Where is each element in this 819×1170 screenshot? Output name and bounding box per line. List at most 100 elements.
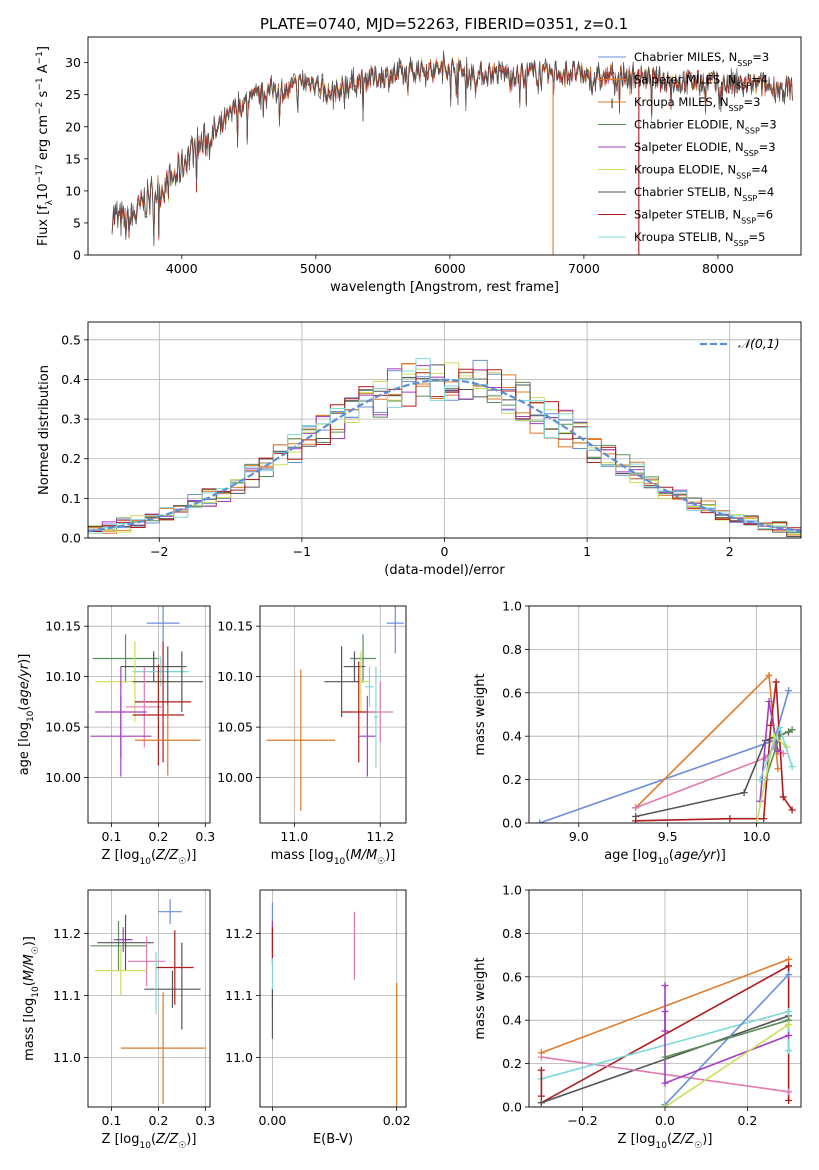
x-axis-label: Z [log10(Z/Z☉)] [618, 1132, 713, 1151]
legend-entry: 𝒩(0,1) [738, 336, 780, 351]
x-tick-label: 0.3 [195, 829, 215, 844]
x-axis-label: E(B-V) [313, 1132, 353, 1147]
y-tick-label: 0.1 [61, 491, 81, 506]
y-axis-label: Normed distribution [37, 365, 52, 495]
spectrum-plot: 4000 5000 6000 7000 8000 0 5 10 15 20 25 30 waveleng… [35, 36, 802, 295]
legend-entry: Kroupa ELODIE, NSSP=4 [634, 163, 768, 181]
plot-area [90, 606, 203, 777]
mass-weight-marker [753, 819, 761, 823]
x-tick-label: 5000 [300, 261, 332, 276]
mass-weight-line [664, 1023, 790, 1107]
y-axis-label: mass weight [473, 957, 488, 1039]
legend-entry: Salpeter MILES, NSSP=4 [634, 73, 768, 91]
x-tick-label: 0.2 [737, 1113, 757, 1128]
x-axis-label: wavelength [Angstrom, rest frame] [330, 280, 559, 295]
y-tick-label: 10.10 [217, 669, 253, 684]
mass-weight-line [664, 1019, 789, 1058]
y-tick-label: 0.0 [61, 531, 81, 546]
y-tick-label: 11.0 [53, 1050, 81, 1065]
normal-reference-curve [88, 378, 801, 533]
y-tick-label: 11.0 [225, 1050, 253, 1065]
y-tick-label: 0.4 [502, 1013, 522, 1028]
y-tick-label: 0.6 [502, 685, 522, 700]
y-tick-label: 0.2 [502, 1056, 522, 1071]
y-tick-label: 11.1 [225, 988, 253, 1003]
y-tick-label: 5 [73, 215, 81, 230]
y-tick-label: 10.00 [217, 770, 253, 785]
mass-weight-marker [661, 1027, 669, 1035]
mass-weight-line [664, 974, 790, 1106]
mass-weight-marker [760, 815, 768, 823]
axes-frame [259, 889, 407, 1108]
x-axis-label: Z [log10(Z/Z☉)] [102, 848, 197, 867]
legend-entry: Chabrier ELODIE, NSSP=3 [634, 118, 777, 136]
x-tick-label: 0.2 [148, 1113, 168, 1128]
plot-area [88, 358, 801, 538]
residual-histogram: −2 −1 0 1 2 0.0 0.1 0.2 0.3 0.4 0.5 (data-model)/er… [37, 321, 802, 578]
x-tick-label: 0.3 [195, 1113, 215, 1128]
spectrum-legend: Chabrier MILES, NSSP=3 Salpeter MILES, NS… [598, 50, 777, 248]
mass-weight-marker [785, 1096, 793, 1104]
y-tick-label: 30 [65, 55, 81, 70]
x-tick-label: 2 [726, 544, 734, 559]
y-tick-label: 0.0 [502, 816, 522, 831]
x-tick-label: 7000 [568, 261, 600, 276]
x-tick-label: 0.00 [259, 1113, 287, 1128]
x-tick-label: 6000 [434, 261, 466, 276]
mass-weight-marker [740, 789, 748, 797]
mass-weight-marker [661, 981, 669, 989]
x-tick-label: −2 [150, 544, 168, 559]
axes-frame [87, 889, 211, 1108]
mass-weight-marker [785, 1008, 793, 1016]
mass-weight-marker [788, 806, 796, 814]
y-tick-label: 0.8 [502, 642, 522, 657]
x-axis-label: mass [log10(M/M☉)] [271, 848, 396, 867]
y-tick-label: 0.2 [502, 772, 522, 787]
plot-area [111, 50, 793, 255]
legend-entry: Chabrier MILES, NSSP=3 [634, 50, 769, 68]
y-axis-label: Flux [fλ10−17 erg cm−2 s−1 A−1] [35, 46, 55, 246]
mass-weight-marker [661, 1079, 669, 1087]
mass-vs-metallicity-plot: 0.1 0.2 0.3 11.0 11.1 11.2 Z [log10(Z/Z☉)] mass… [22, 889, 215, 1151]
spectrum-series-line [111, 50, 793, 247]
mass-weight-vs-metallicity-plot: −0.2 0.0 0.2 0.0 0.2 0.4 0.6 0.8 1.0 Z [log10(Z/Z… [473, 883, 802, 1151]
y-tick-label: 0.4 [502, 729, 522, 744]
y-tick-label: 10.00 [45, 770, 81, 785]
x-axis-label: Z [log10(Z/Z☉)] [102, 1132, 197, 1151]
mass-weight-marker [632, 804, 640, 812]
y-tick-label: 10.15 [217, 619, 253, 634]
mass-weight-marker [765, 697, 773, 705]
mass-weight-marker [765, 671, 773, 679]
axes-frame [87, 321, 802, 539]
legend-marker: | [610, 98, 613, 109]
mass-weight-marker [785, 1088, 793, 1096]
mass-weight-marker [537, 1099, 545, 1107]
mass-weight-marker [788, 726, 796, 734]
mass-weight-marker [774, 747, 782, 755]
y-axis-label: mass weight [473, 673, 488, 755]
plot-area [536, 671, 796, 823]
y-tick-label: 10.15 [45, 619, 81, 634]
mass-weight-marker [785, 1021, 793, 1029]
mass-weight-marker [536, 819, 544, 823]
mass-weight-marker [774, 765, 782, 773]
mass-vs-ebv-plot: 0.00 0.02 11.0 11.1 11.2 E(B-V) [225, 889, 411, 1147]
y-tick-label: 0.0 [502, 1100, 522, 1115]
x-tick-label: −1 [293, 544, 311, 559]
x-tick-label: −0.2 [567, 1113, 597, 1128]
legend-entry: Salpeter ELODIE, NSSP=3 [634, 140, 776, 158]
x-tick-label: 0.02 [383, 1113, 411, 1128]
legend-entry: Kroupa MILES, NSSP=3 [634, 95, 760, 113]
mass-weight-marker [661, 1103, 669, 1107]
y-tick-label: 0.6 [502, 969, 522, 984]
mass-weight-marker [785, 1047, 793, 1055]
y-tick-label: 0.4 [61, 372, 81, 387]
mass-weight-marker [661, 1053, 669, 1061]
y-tick-label: 11.2 [53, 926, 81, 941]
mass-weight-marker [788, 763, 796, 771]
age-vs-mass-plot: 11.0 11.2 10.00 10.05 10.10 10.15 mass [log10(… [217, 605, 407, 867]
y-tick-label: 10.10 [45, 669, 81, 684]
plot-area [271, 902, 398, 1107]
mass-weight-line [539, 690, 790, 823]
